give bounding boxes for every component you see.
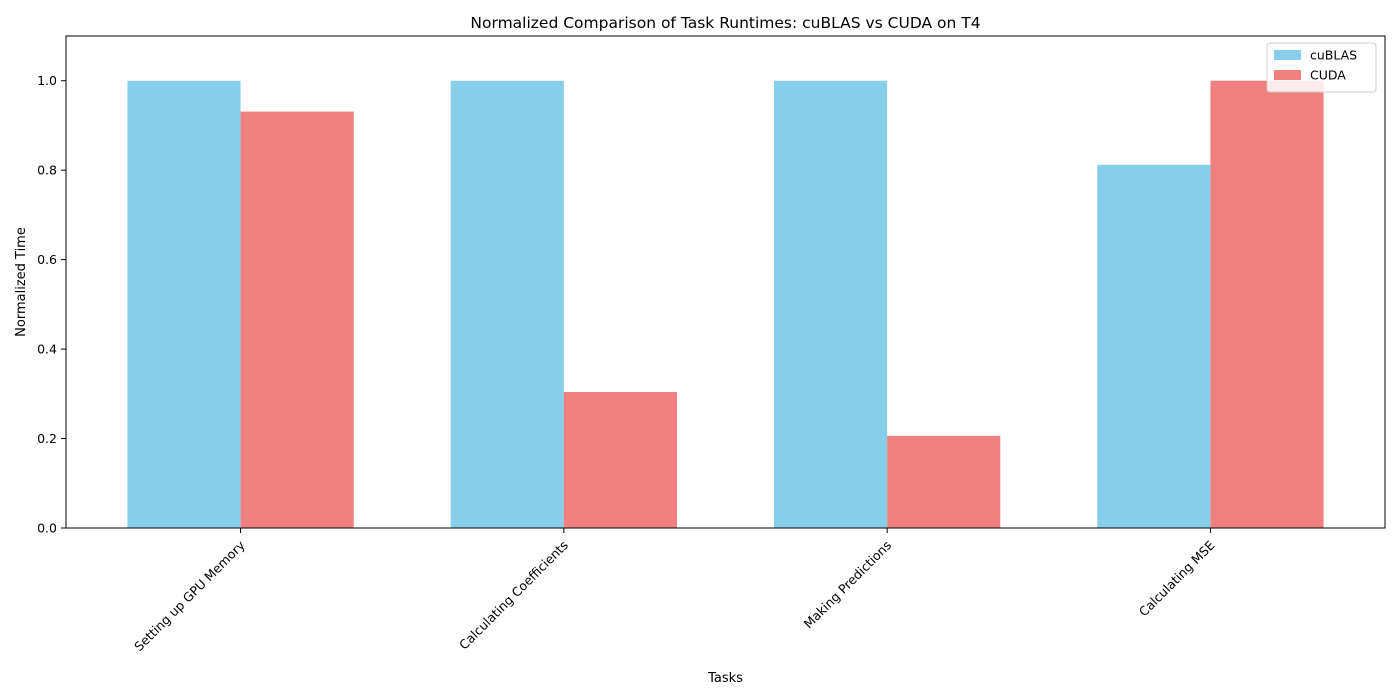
- x-tick-label: Calculating Coefficients: [456, 538, 571, 653]
- legend: cuBLAS CUDA: [1266, 42, 1377, 93]
- bar-cublas-3: [1097, 164, 1211, 528]
- x-tick-label: Making Predictions: [800, 538, 894, 632]
- chart-title: Normalized Comparison of Task Runtimes: …: [470, 14, 980, 32]
- y-tick-label: 0.4: [37, 342, 57, 357]
- y-tick-label: 0.8: [37, 163, 57, 178]
- y-tick-label: 0.0: [37, 521, 57, 536]
- y-tick-label: 0.2: [37, 431, 57, 446]
- plot-area: 0.0 0.2 0.4 0.6 0.8 1.0 Setting up GPU Memory C…: [37, 35, 1386, 654]
- legend-swatch-cublas: [1274, 50, 1301, 60]
- bar-cuda-0: [240, 111, 354, 529]
- bar-cublas-0: [127, 80, 241, 529]
- x-tick-label: Setting up GPU Memory: [131, 537, 248, 654]
- legend-swatch-cuda: [1274, 70, 1301, 80]
- legend-label-cuda: CUDA: [1310, 68, 1346, 83]
- x-tick-label: Calculating MSE: [1136, 537, 1218, 619]
- bar-cuda-2: [887, 435, 1001, 528]
- y-tick-label: 1.0: [37, 73, 57, 88]
- y-tick-label: 0.6: [37, 252, 57, 267]
- bar-cublas-2: [773, 80, 888, 529]
- axes-frame: [65, 35, 1386, 529]
- y-axis-label: Normalized Time: [14, 227, 29, 337]
- x-axis-label: Tasks: [707, 671, 743, 686]
- legend-label-cublas: cuBLAS: [1310, 48, 1357, 63]
- bar-cublas-1: [450, 80, 564, 529]
- bar-cuda-3: [1210, 80, 1324, 529]
- bar-cuda-1: [563, 392, 678, 528]
